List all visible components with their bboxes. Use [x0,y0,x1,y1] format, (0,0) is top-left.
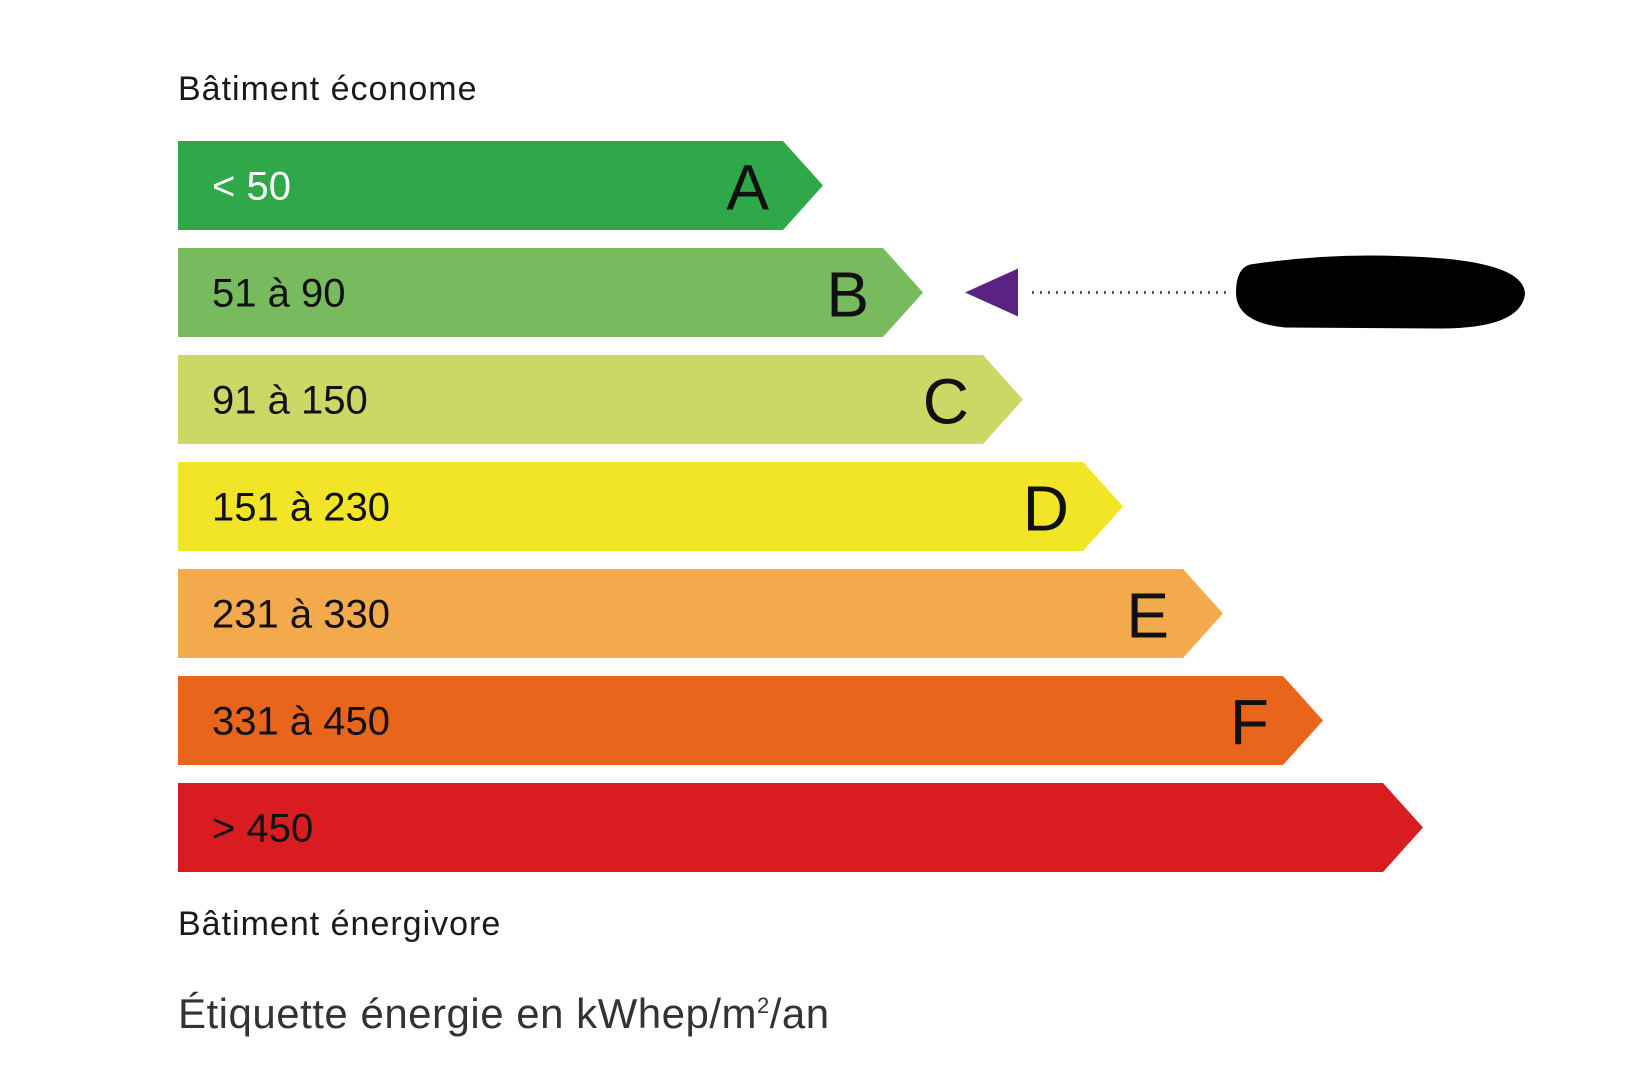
bar-range-label: 51 à 90 [212,272,345,316]
unit-label-suffix: /an [769,990,830,1037]
bar-shape [178,462,1123,551]
bar-letter: D [1023,473,1069,545]
redacted-value-blob [1236,255,1525,329]
bar-range-label: 331 à 450 [212,700,390,744]
unit-label: Étiquette énergie en kWhep/m2/an [178,990,830,1038]
bar-range-label: 231 à 330 [212,593,390,637]
class-bar-a: < 50 A [178,141,823,230]
bar-shape [178,248,923,337]
bar-letter: C [923,366,969,438]
unit-label-prefix: Étiquette énergie en kWhep/m [178,990,757,1037]
class-bar-f: 331 à 450 F [178,676,1323,765]
unit-label-sup: 2 [757,993,770,1018]
class-bar-d: 151 à 230 D [178,462,1123,551]
bar-shape [178,676,1323,765]
bar-range-label: 151 à 230 [212,486,390,530]
bar-shape [178,569,1223,658]
bar-range-label: 91 à 150 [212,379,368,423]
bar-letter: A [726,152,769,224]
bar-letter: F [1230,687,1269,759]
bottom-label: Bâtiment énergivore [178,905,502,943]
bar-letter: B [826,259,869,331]
rating-indicator [965,255,1525,329]
bar-shape [178,783,1423,872]
class-bar-e: 231 à 330 E [178,569,1223,658]
top-label: Bâtiment économe [178,70,478,108]
bar-shape [178,141,823,230]
bar-shape [178,355,1023,444]
class-bar-g: > 450 [178,783,1423,872]
indicator-arrow-icon [965,268,1018,317]
bar-range-label: > 450 [212,807,313,851]
bar-letter: E [1126,580,1169,652]
class-bar-b: 51 à 90 B [178,248,923,337]
class-bar-c: 91 à 150 C [178,355,1023,444]
bar-range-label: < 50 [212,165,291,209]
